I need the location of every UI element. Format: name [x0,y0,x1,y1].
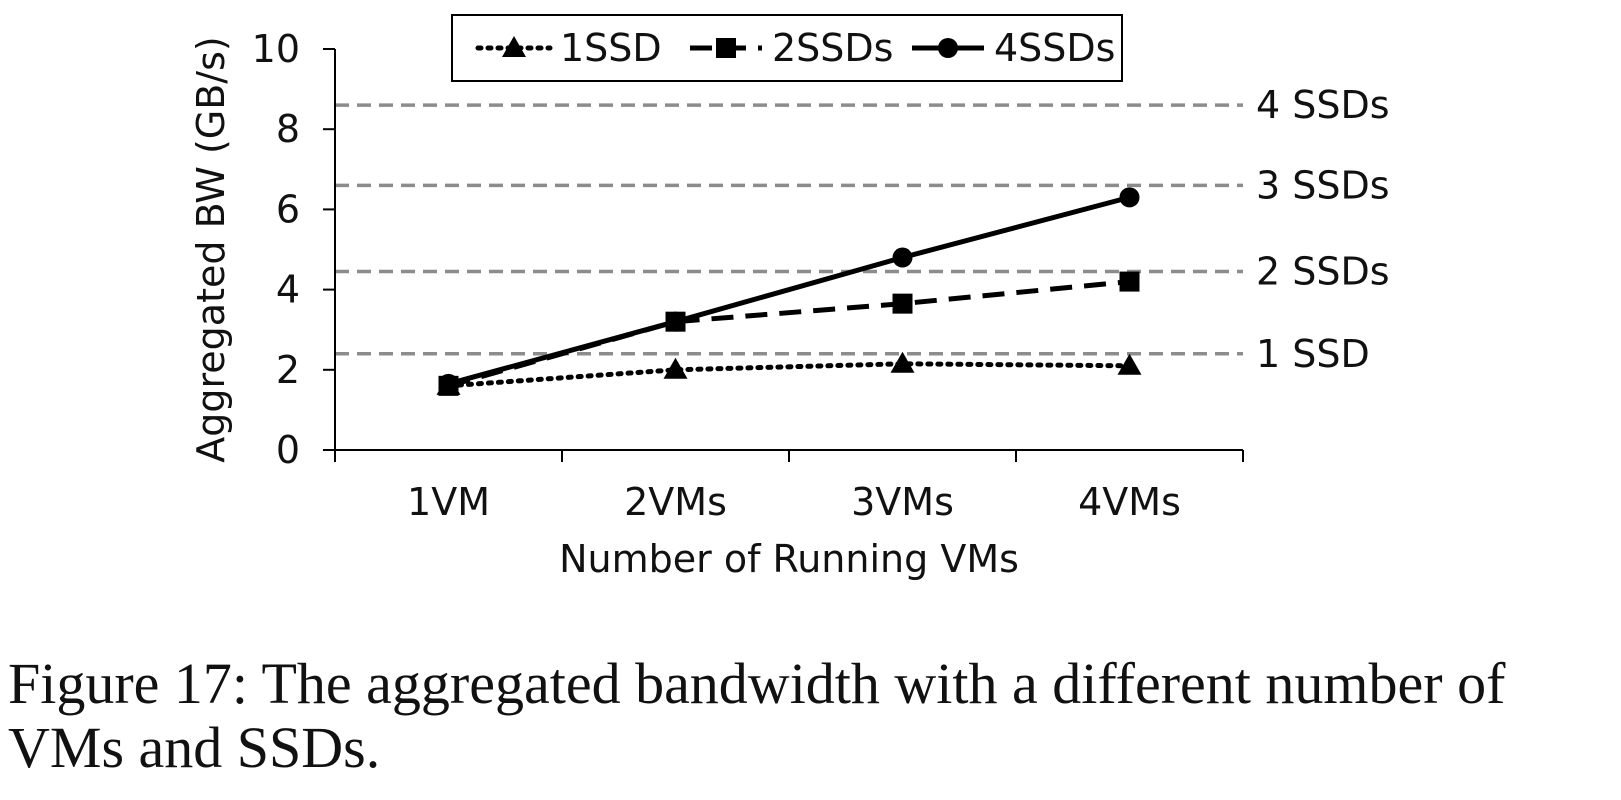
x-axis-title: Number of Running VMs [559,537,1019,581]
legend-swatch-marker [502,36,526,57]
x-tick-label: 1VM [407,480,490,524]
line-chart: 4 SSDs 3 SSDs 2 SSDs 1 SSD 0 2 4 6 8 10 1VM 2VMs 3V… [189,14,1390,581]
y-tick-label: 0 [276,428,300,472]
reference-line-label: 1 SSD [1256,332,1370,376]
y-tick-label: 6 [276,187,300,231]
data-point [1119,187,1140,208]
y-tick-label: 2 [276,348,300,392]
axes: 0 2 4 6 8 10 1VM 2VMs 3VMs 4VMs Number of Running … [189,27,1244,581]
y-tick-label: 4 [276,268,300,312]
series-line [447,194,1131,387]
x-tick-label: 4VMs [1078,480,1181,524]
data-series [436,187,1142,396]
legend-label: 2SSDs [772,26,893,70]
legend-swatch-marker [716,38,736,58]
data-point [890,351,915,373]
data-point [1119,271,1140,292]
series-line [446,361,1132,389]
data-point [665,311,686,332]
y-tick-label: 8 [276,107,300,151]
reference-lines: 4 SSDs 3 SSDs 2 SSDs 1 SSD [335,83,1390,376]
x-tick-label: 3VMs [851,480,954,524]
data-point [1117,353,1142,375]
reference-line-label: 3 SSDs [1256,163,1390,207]
x-tick-label: 2VMs [624,480,727,524]
legend-swatch-marker [938,38,958,58]
reference-line-label: 4 SSDs [1256,83,1390,127]
legend-label: 1SSD [560,26,662,70]
data-point [663,357,688,379]
data-point [892,247,913,268]
data-point [892,293,913,314]
legend: 1SSD 2SSDs 4SSDs [451,14,1123,82]
series-4SSDs [438,187,1140,394]
data-point [438,373,459,394]
legend-label: 4SSDs [994,26,1115,70]
series-line [447,279,1130,389]
y-tick-label: 10 [252,27,300,71]
figure-caption: Figure 17: The aggregated bandwidth with… [8,651,1506,780]
reference-line-label: 2 SSDs [1256,250,1390,294]
legend-box [451,14,1123,82]
y-axis-title: Aggregated BW (GB/s) [189,36,233,462]
